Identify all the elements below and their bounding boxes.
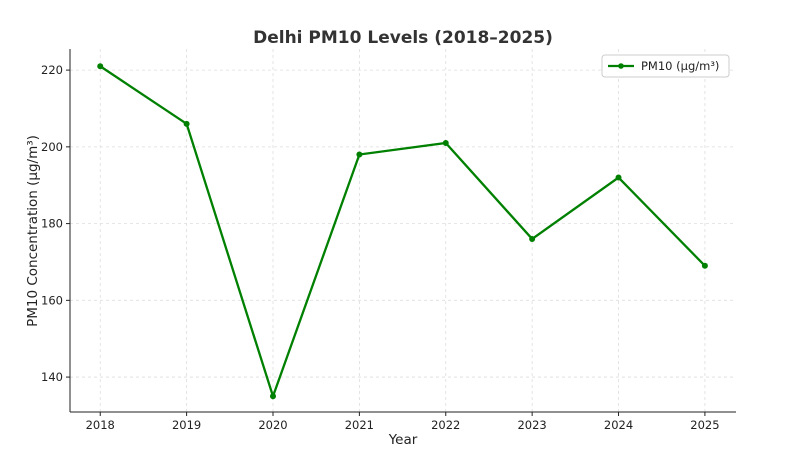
x-tick-label: 2022 [431, 418, 460, 432]
x-axis-label: Year [388, 432, 418, 448]
x-tick-label: 2024 [604, 418, 633, 432]
x-tick-label: 2025 [690, 418, 719, 432]
x-tick-label: 2021 [345, 418, 374, 432]
y-axis-label: PM10 Concentration (μg/m³) [25, 135, 41, 327]
y-tick-label: 180 [41, 217, 63, 231]
data-point-2022 [442, 140, 449, 147]
legend-label: PM10 (μg/m³) [641, 59, 719, 73]
chart-title: Delhi PM10 Levels (2018–2025) [253, 28, 553, 48]
legend-point-marker [618, 63, 624, 69]
y-tick-label: 200 [41, 140, 63, 154]
data-point-2018 [97, 63, 104, 70]
legend: PM10 (μg/m³) [601, 54, 730, 78]
y-tick-label: 220 [41, 63, 63, 77]
data-point-2019 [183, 120, 190, 127]
data-point-2021 [356, 151, 363, 158]
y-tick-label: 160 [41, 293, 63, 307]
y-tick-label: 140 [41, 370, 63, 384]
data-point-2024 [615, 174, 622, 181]
x-tick-label: 2018 [86, 418, 115, 432]
x-tick-label: 2023 [517, 418, 546, 432]
series-line [99, 65, 706, 400]
data-point-2025 [701, 262, 708, 269]
data-point-2020 [269, 393, 276, 400]
x-tick-label: 2019 [172, 418, 201, 432]
x-tick-label: 2020 [258, 418, 287, 432]
legend-box [601, 54, 730, 78]
data-point-2023 [529, 235, 536, 242]
